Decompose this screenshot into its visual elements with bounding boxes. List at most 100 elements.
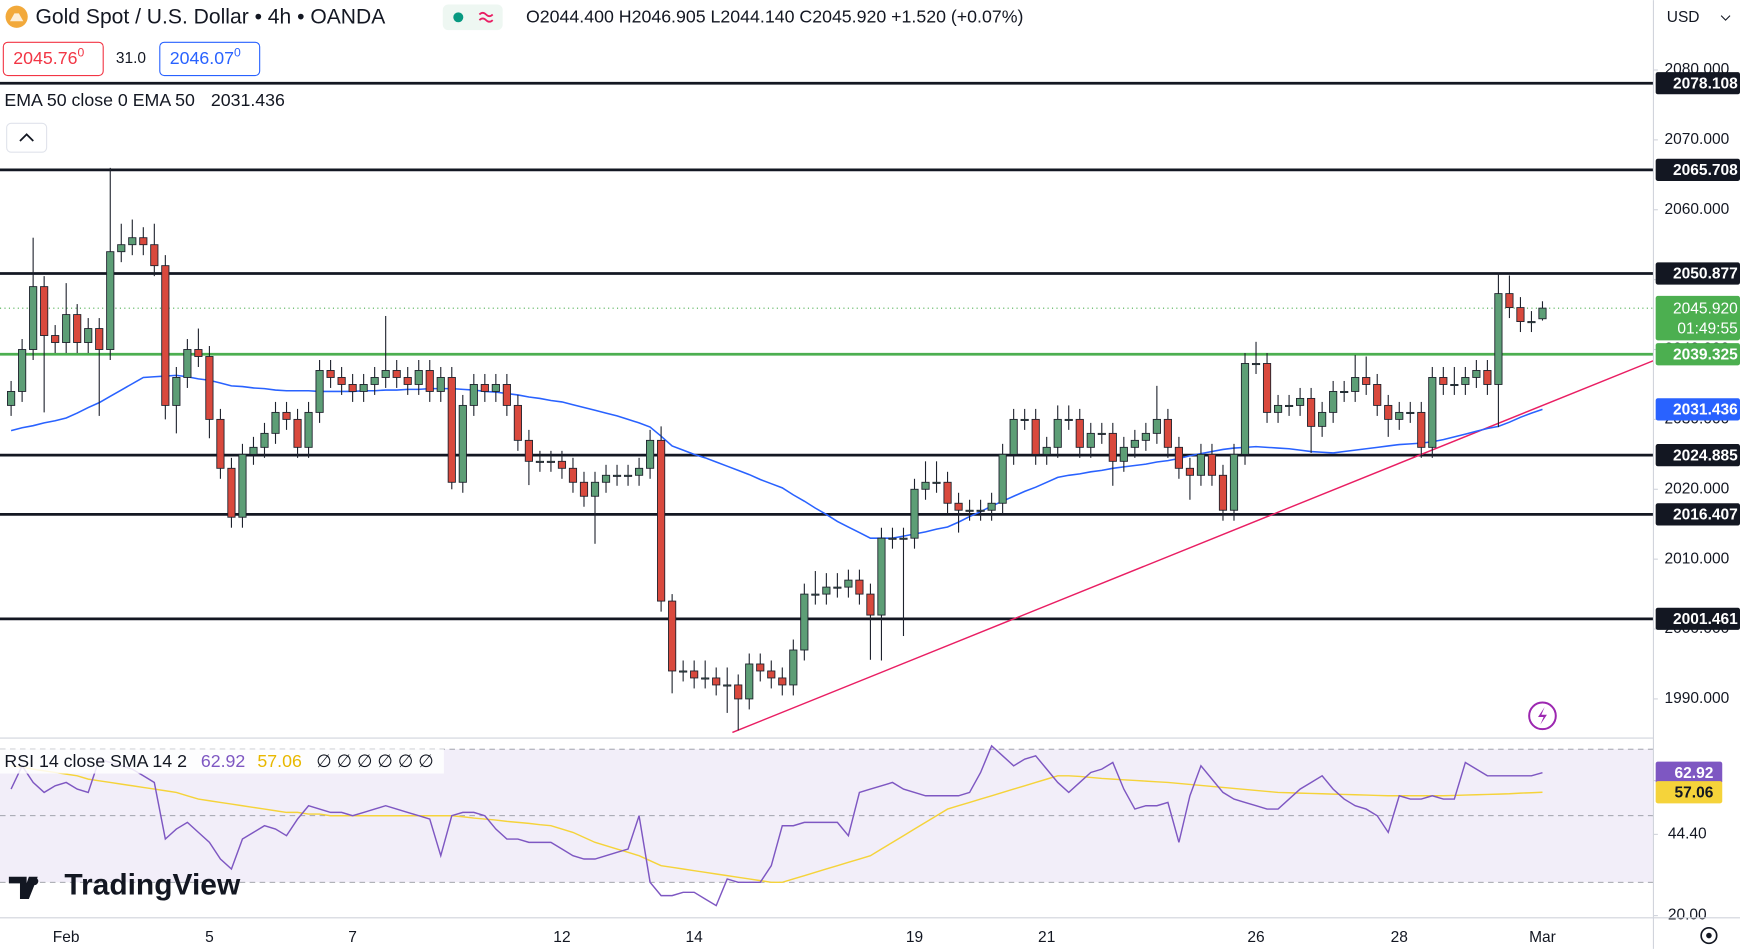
candle-body <box>855 579 864 595</box>
currency-chevron[interactable] <box>1720 15 1731 21</box>
candle-body <box>436 377 445 392</box>
candle-body <box>480 384 489 392</box>
candle-body <box>304 411 313 448</box>
rsi-sma-legend-value: 57.06 <box>257 751 302 771</box>
candle-body <box>1064 418 1073 421</box>
symbol-title: Gold Spot / U.S. Dollar • 4h • OANDA <box>36 5 387 28</box>
candle-body <box>238 453 247 518</box>
sell-price-fraction[interactable]: 0 <box>77 46 84 60</box>
rsi-tick-label: 20.00 <box>1668 907 1707 924</box>
y-tick-label: 2070.000 <box>1665 131 1730 148</box>
candle-body <box>1240 363 1250 455</box>
candle-body <box>1196 453 1206 476</box>
buy-price-fraction[interactable]: 0 <box>234 46 241 60</box>
candle-body <box>150 244 159 267</box>
settings-icon[interactable] <box>1700 926 1718 945</box>
candle-body <box>95 328 104 350</box>
level-label: 2078.108 <box>1673 75 1738 92</box>
candle-body <box>1152 418 1161 434</box>
candle-body <box>590 481 600 497</box>
candle-body <box>227 467 236 518</box>
candle-body <box>216 418 225 469</box>
mark-layer <box>7 167 1547 907</box>
candle-body <box>40 286 49 336</box>
candle-body <box>668 600 677 672</box>
bar-countdown: 01:49:55 <box>1677 320 1737 337</box>
sell-price[interactable]: 2045.760 <box>13 46 84 68</box>
candle-body <box>690 670 699 679</box>
level-label: 2001.461 <box>1673 611 1738 628</box>
level-label-box <box>1655 72 1740 95</box>
x-tick-label: 21 <box>1038 929 1055 946</box>
candle-body <box>568 467 578 483</box>
sell-price-main[interactable]: 2045.76 <box>13 48 77 68</box>
candle-body <box>161 265 170 406</box>
alert-bolt[interactable] <box>1538 706 1547 725</box>
candle-body <box>524 439 533 462</box>
buy-price-main[interactable]: 2046.07 <box>170 48 234 68</box>
candle-body <box>172 377 181 406</box>
candle-body <box>1163 418 1172 448</box>
currency[interactable]: USD <box>1667 9 1700 26</box>
currency-button[interactable] <box>1661 3 1733 33</box>
level-label-box <box>1655 503 1740 526</box>
candle-body <box>745 663 754 700</box>
candle-body <box>954 502 963 511</box>
candle-body <box>778 677 787 686</box>
level-label-box <box>1655 343 1740 366</box>
buy-button[interactable] <box>159 41 261 77</box>
x-tick-label: 5 <box>205 929 214 946</box>
candle-body <box>403 377 412 385</box>
candle-body <box>414 370 423 385</box>
ema-label: 2031.436 <box>1673 402 1738 419</box>
candle-body <box>1450 384 1459 387</box>
rsi-value-label: 62.92 <box>1675 765 1714 782</box>
candle-body <box>734 684 743 700</box>
candle-body <box>535 460 544 463</box>
candle-body <box>1251 363 1261 366</box>
y-tick-label: 2060.000 <box>1665 201 1730 218</box>
candle-body <box>679 670 688 673</box>
buy-price[interactable]: 2046.070 <box>170 46 241 68</box>
collapse-icon[interactable] <box>19 133 34 142</box>
x-tick-label: 7 <box>348 929 357 946</box>
level-label: 2016.407 <box>1673 507 1738 524</box>
ohlc-readout: O2044.400 H2046.905 L2044.140 C2045.920 … <box>526 7 1023 27</box>
x-tick-label: 12 <box>553 929 570 946</box>
sell-button[interactable] <box>2 41 104 77</box>
candle-body <box>1119 446 1128 462</box>
candle-body <box>282 411 291 420</box>
settings-icon-center[interactable] <box>1706 932 1712 939</box>
candle-body <box>392 370 401 378</box>
candle-body <box>1373 384 1382 406</box>
candle-body <box>29 286 38 350</box>
candle-body <box>976 509 985 512</box>
candle-body <box>1461 377 1470 385</box>
x-tick-label: 26 <box>1247 929 1264 946</box>
candle-body <box>557 460 567 469</box>
alert-icon[interactable] <box>1528 701 1557 731</box>
x-tick-label: Feb <box>53 929 80 946</box>
candle-body <box>315 370 324 413</box>
candle-body <box>62 314 71 343</box>
rsi-legend-value: 62.92 <box>201 751 245 771</box>
candle-body <box>1340 390 1349 393</box>
trendline <box>732 360 1654 734</box>
candle-body <box>1406 411 1415 414</box>
candle-body <box>260 432 269 448</box>
level-label: 2065.708 <box>1673 162 1738 179</box>
candle-body <box>767 670 776 679</box>
candle-body <box>998 453 1007 504</box>
candle-body <box>447 377 456 483</box>
candle-body <box>987 502 996 511</box>
candle-body <box>348 384 357 392</box>
candle-body <box>1108 432 1117 462</box>
rsi-value-box <box>1655 781 1723 804</box>
candle-body <box>844 579 853 588</box>
candle-body <box>943 481 952 504</box>
level-label-box <box>1655 262 1740 285</box>
candle-body <box>1262 363 1272 413</box>
collapse-button[interactable] <box>6 122 48 153</box>
ema-label-box <box>1655 398 1740 421</box>
